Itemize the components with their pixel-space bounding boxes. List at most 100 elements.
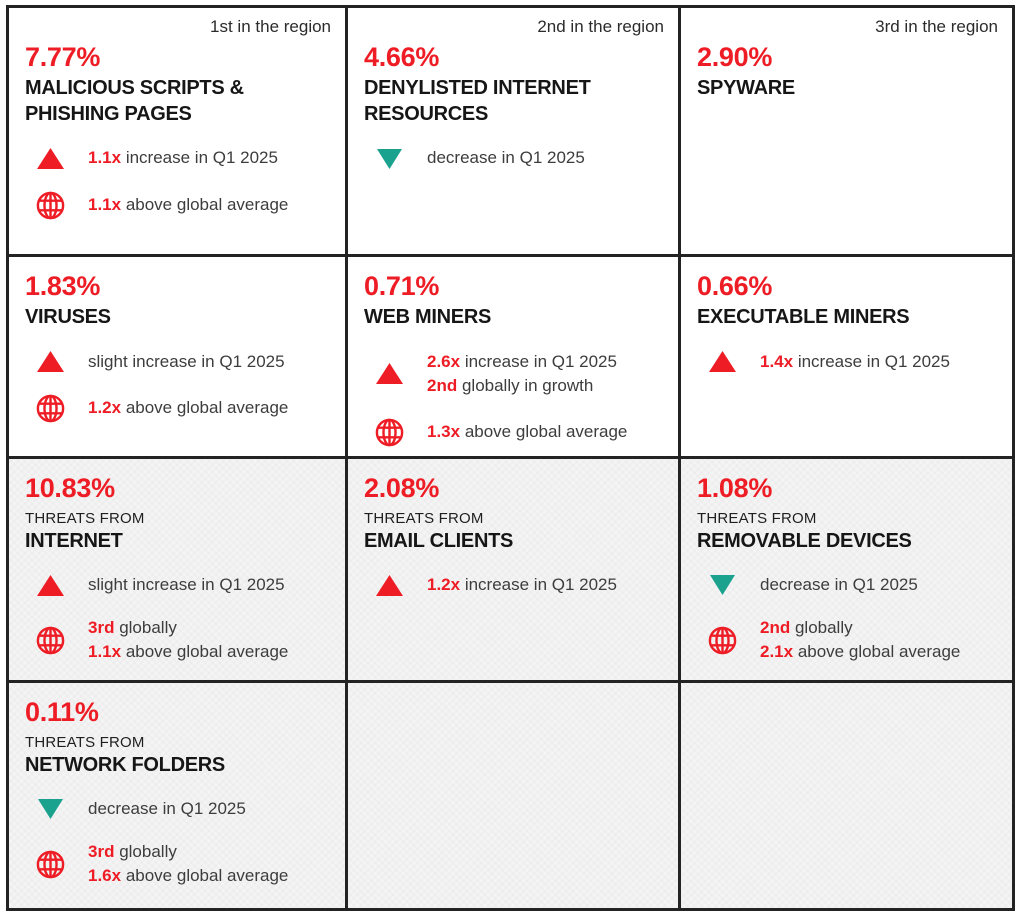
category-title: INTERNET bbox=[25, 529, 331, 555]
globe-icon bbox=[699, 625, 745, 656]
globe-icon bbox=[366, 417, 412, 448]
triangle-up-icon bbox=[366, 574, 412, 596]
stat-row: 1.1x increase in Q1 2025 bbox=[27, 146, 331, 170]
share-percent: 2.90% bbox=[697, 42, 773, 73]
stat-text: decrease in Q1 2025 bbox=[760, 573, 918, 597]
stat-line: 1.2x increase in Q1 2025 bbox=[427, 573, 617, 597]
stat-highlight-value: 2nd bbox=[760, 618, 791, 638]
triangle-up-icon bbox=[27, 148, 73, 170]
stat-highlight-value: 2.1x bbox=[760, 642, 794, 662]
stat-row: 3rd globally 1.1x above global average bbox=[27, 616, 331, 664]
stat-line: decrease in Q1 2025 bbox=[427, 146, 585, 170]
stat-line: 1.4x increase in Q1 2025 bbox=[760, 350, 950, 374]
category-title-line: MALICIOUS SCRIPTS & bbox=[25, 77, 244, 100]
category-title-line: WEB MINERS bbox=[364, 306, 492, 329]
globe-icon bbox=[27, 393, 73, 424]
stat-row: 2.6x increase in Q1 2025 2nd globally in … bbox=[366, 350, 664, 398]
stat-description: slight increase in Q1 2025 bbox=[88, 575, 285, 595]
rank-header: 2nd in the region bbox=[537, 17, 664, 36]
stat-row: decrease in Q1 2025 bbox=[699, 573, 998, 597]
share-percent: 7.77% bbox=[25, 42, 101, 73]
stat-text: 1.1x above global average bbox=[88, 193, 288, 217]
share-percent: 2.08% bbox=[364, 473, 440, 503]
stat-description: above global average bbox=[121, 398, 289, 418]
rank-header: 1st in the region bbox=[210, 17, 331, 36]
globe-icon bbox=[27, 849, 73, 880]
cell-malicious-scripts-phishing-pages: 1st in the region 7.77% MALICIOUS SCRIPTS … bbox=[9, 8, 345, 254]
category-title: WEB MINERS bbox=[364, 305, 664, 331]
category-eyebrow: THREATS FROM bbox=[25, 510, 145, 528]
stat-description: decrease in Q1 2025 bbox=[88, 799, 246, 819]
category-title: VIRUSES bbox=[25, 305, 331, 331]
stat-line: slight increase in Q1 2025 bbox=[88, 573, 285, 597]
stat-description: decrease in Q1 2025 bbox=[427, 148, 585, 168]
stat-row: slight increase in Q1 2025 bbox=[27, 350, 331, 374]
triangle-down-icon bbox=[366, 148, 412, 169]
share-percent: 4.66% bbox=[364, 42, 440, 73]
stat-highlight-value: 1.3x bbox=[427, 422, 461, 442]
stat-highlight-value: 3rd bbox=[88, 618, 115, 638]
stat-line: 1.1x increase in Q1 2025 bbox=[88, 146, 278, 170]
stat-line: 2nd globally bbox=[760, 616, 960, 640]
share-percent: 0.11% bbox=[25, 697, 99, 727]
triangle-up-icon bbox=[27, 574, 73, 596]
rank-header: 3rd in the region bbox=[875, 17, 998, 36]
category-title: NETWORK FOLDERS bbox=[25, 753, 331, 779]
cell-web-miners: 0.71% WEB MINERS 2.6x increase in Q1 2025 2… bbox=[348, 257, 678, 456]
stat-line: 1.1x above global average bbox=[88, 193, 288, 217]
globe-icon bbox=[27, 625, 73, 656]
stat-highlight-value: 1.4x bbox=[760, 351, 794, 371]
stat-line: 1.1x above global average bbox=[88, 640, 288, 664]
stat-line: decrease in Q1 2025 bbox=[88, 797, 246, 821]
stat-highlight-value: 1.2x bbox=[427, 575, 461, 595]
stat-text: 2.6x increase in Q1 2025 2nd globally in … bbox=[427, 350, 617, 398]
cell-internet: 10.83% THREATS FROM INTERNET slight increas… bbox=[9, 459, 345, 680]
cell-email-clients: 2.08% THREATS FROM EMAIL CLIENTS 1.2x incre… bbox=[348, 459, 678, 680]
cell-denylisted-internet-resources: 2nd in the region 4.66% DENYLISTED INTERNE… bbox=[348, 8, 678, 254]
share-percent: 0.71% bbox=[364, 271, 440, 301]
stat-text: 1.4x increase in Q1 2025 bbox=[760, 350, 950, 374]
triangle-up-icon bbox=[366, 363, 412, 385]
stat-row: decrease in Q1 2025 bbox=[366, 146, 664, 170]
category-title: EXECUTABLE MINERS bbox=[697, 305, 998, 331]
stat-description: above global average bbox=[121, 866, 289, 886]
stat-highlight-value: 2.6x bbox=[427, 351, 461, 371]
stat-highlight-value: 1.1x bbox=[88, 148, 122, 168]
stat-row: 1.2x above global average bbox=[27, 393, 331, 424]
category-eyebrow: THREATS FROM bbox=[697, 510, 817, 528]
stat-text: 2nd globally 2.1x above global average bbox=[760, 616, 960, 664]
triangle-up-icon bbox=[27, 351, 73, 373]
cell-network-folders: 0.11% THREATS FROM NETWORK FOLDERS decrease… bbox=[9, 683, 345, 908]
category-title-line: VIRUSES bbox=[25, 306, 111, 329]
stat-text: 1.2x increase in Q1 2025 bbox=[427, 573, 617, 597]
category-title: SPYWARE bbox=[697, 76, 998, 102]
stat-row: 1.1x above global average bbox=[27, 190, 331, 221]
stat-description: increase in Q1 2025 bbox=[793, 351, 950, 371]
stat-description: slight increase in Q1 2025 bbox=[88, 351, 285, 371]
stat-text: decrease in Q1 2025 bbox=[427, 146, 585, 170]
stat-line: slight increase in Q1 2025 bbox=[88, 350, 285, 374]
stat-row: 3rd globally 1.6x above global average bbox=[27, 840, 331, 888]
stat-highlight-value: 3rd bbox=[88, 842, 115, 862]
stat-line: 2.6x increase in Q1 2025 bbox=[427, 350, 617, 374]
triangle-down-icon bbox=[699, 575, 745, 596]
stat-line: 1.6x above global average bbox=[88, 864, 288, 888]
category-eyebrow: THREATS FROM bbox=[25, 734, 145, 752]
stat-description: globally bbox=[114, 618, 177, 638]
triangle-down-icon bbox=[27, 799, 73, 820]
stat-description: above global average bbox=[121, 195, 289, 215]
cell-empty bbox=[681, 683, 1012, 908]
stat-description: globally bbox=[114, 842, 177, 862]
category-title-line: INTERNET bbox=[25, 529, 123, 552]
stat-row: 1.3x above global average bbox=[366, 417, 664, 448]
category-title-line: SPYWARE bbox=[697, 77, 795, 100]
stat-text: 1.2x above global average bbox=[88, 396, 288, 420]
category-title: DENYLISTED INTERNET RESOURCES bbox=[364, 76, 664, 127]
stat-text: 1.1x increase in Q1 2025 bbox=[88, 146, 278, 170]
stat-row: decrease in Q1 2025 bbox=[27, 797, 331, 821]
share-percent: 0.66% bbox=[697, 271, 773, 301]
category-title-line: NETWORK FOLDERS bbox=[25, 753, 225, 776]
stat-row: 2nd globally 2.1x above global average bbox=[699, 616, 998, 664]
regional-threat-summary-table: 1st in the region 7.77% MALICIOUS SCRIPTS … bbox=[6, 5, 1015, 911]
stat-line: 2.1x above global average bbox=[760, 640, 960, 664]
